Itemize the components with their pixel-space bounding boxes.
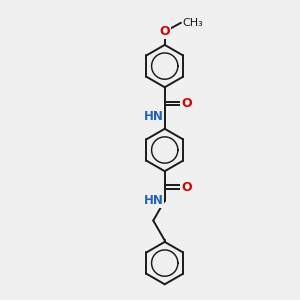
Text: HN: HN	[144, 194, 164, 207]
Text: CH₃: CH₃	[182, 18, 203, 28]
Text: HN: HN	[144, 110, 164, 123]
Text: O: O	[181, 97, 191, 110]
Text: O: O	[159, 25, 170, 38]
Text: O: O	[181, 181, 191, 194]
